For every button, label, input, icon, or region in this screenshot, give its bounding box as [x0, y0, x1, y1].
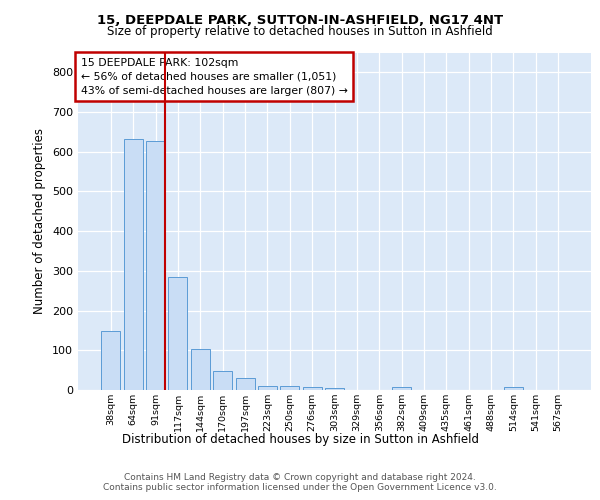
Bar	[169, 277, 187, 390]
Bar	[101, 331, 121, 390]
Text: Distribution of detached houses by size in Sutton in Ashfield: Distribution of detached houses by size …	[121, 432, 479, 446]
Bar	[280, 386, 299, 390]
Y-axis label: Number of detached properties: Number of detached properties	[34, 128, 46, 314]
Bar	[325, 388, 344, 390]
Bar	[258, 386, 277, 390]
Bar	[504, 387, 523, 390]
Bar	[213, 372, 232, 390]
Bar	[236, 378, 254, 390]
Bar	[302, 387, 322, 390]
Text: Size of property relative to detached houses in Sutton in Ashfield: Size of property relative to detached ho…	[107, 25, 493, 38]
Text: Contains public sector information licensed under the Open Government Licence v3: Contains public sector information licen…	[103, 484, 497, 492]
Text: 15 DEEPDALE PARK: 102sqm
← 56% of detached houses are smaller (1,051)
43% of sem: 15 DEEPDALE PARK: 102sqm ← 56% of detach…	[80, 58, 347, 96]
Bar	[124, 139, 143, 390]
Bar	[146, 140, 165, 390]
Text: Contains HM Land Registry data © Crown copyright and database right 2024.: Contains HM Land Registry data © Crown c…	[124, 472, 476, 482]
Bar	[392, 387, 411, 390]
Text: 15, DEEPDALE PARK, SUTTON-IN-ASHFIELD, NG17 4NT: 15, DEEPDALE PARK, SUTTON-IN-ASHFIELD, N…	[97, 14, 503, 27]
Bar	[191, 349, 210, 390]
